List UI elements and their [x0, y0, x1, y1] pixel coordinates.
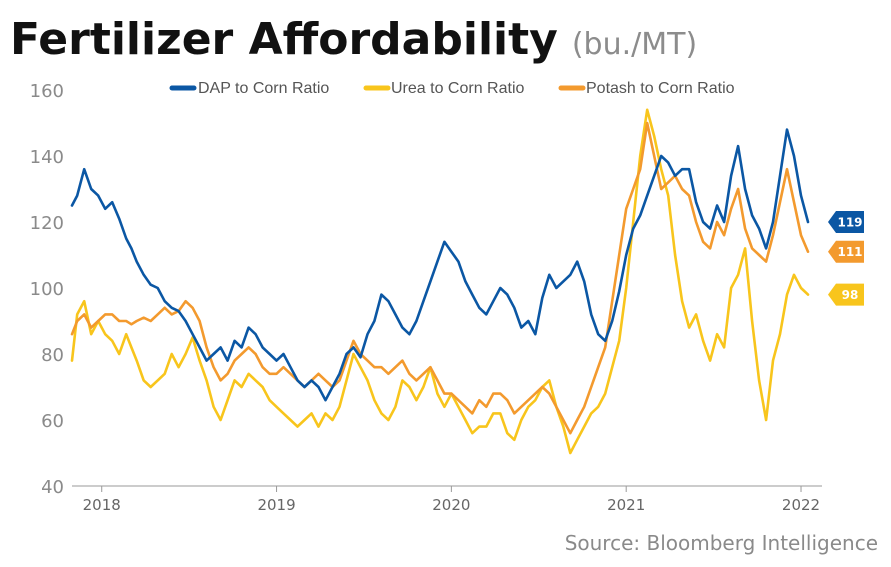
y-tick-label: 160: [30, 81, 64, 102]
end-label-tag-dap: [828, 211, 864, 233]
x-tick-label: 2018: [83, 496, 121, 514]
y-tick-label: 140: [30, 147, 64, 168]
series-line-dap: [70, 128, 810, 402]
end-label-text-potash: 111: [837, 245, 862, 259]
y-tick-label: 40: [41, 477, 64, 498]
series-layer: [70, 108, 810, 455]
end-label-tag-potash: [828, 240, 864, 263]
chart-title-unit: (bu./MT): [572, 27, 697, 62]
series-line-potash: [70, 121, 810, 435]
x-tick-label: 2019: [257, 496, 295, 514]
chart-title-main: Fertilizer Affordability: [10, 14, 558, 65]
chart-title: Fertilizer Affordability (bu./MT): [10, 14, 697, 65]
legend-item-urea: Urea to Corn Ratio: [363, 80, 524, 97]
x-tick-label: 2020: [432, 496, 470, 514]
x-axis-ticks: 2018 2019 2020 2021 2022: [83, 486, 820, 514]
end-label-text-dap: 119: [837, 216, 862, 230]
end-labels: 119 98 111: [828, 211, 864, 306]
y-tick-label: 100: [30, 279, 64, 300]
legend: DAP to Corn Ratio Urea to Corn Ratio Pot…: [169, 80, 735, 97]
legend-item-potash: Potash to Corn Ratio: [558, 80, 735, 97]
y-tick-label: 60: [41, 411, 64, 432]
legend-label-dap: DAP to Corn Ratio: [198, 80, 329, 97]
end-label-text-urea: 98: [842, 288, 859, 302]
end-label-tag-urea: [828, 283, 864, 306]
legend-label-urea: Urea to Corn Ratio: [391, 80, 524, 97]
legend-label-potash: Potash to Corn Ratio: [586, 80, 735, 97]
legend-item-dap: DAP to Corn Ratio: [169, 80, 329, 97]
y-tick-label: 120: [30, 213, 64, 234]
series-line-urea: [70, 108, 810, 455]
x-tick-label: 2022: [782, 496, 820, 514]
source-note: Source: Bloomberg Intelligence: [565, 531, 878, 555]
y-tick-label: 80: [41, 345, 64, 366]
y-axis-ticks: 40 60 80 100 120 140 160: [30, 81, 64, 498]
x-tick-label: 2021: [607, 496, 645, 514]
